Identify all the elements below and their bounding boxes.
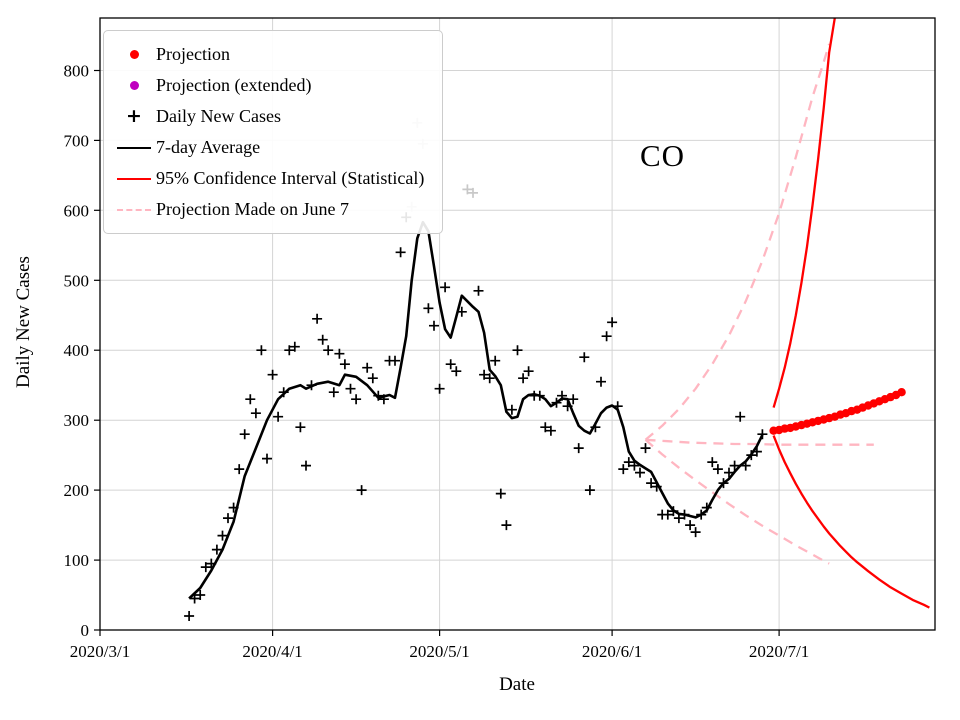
legend-marker-cell — [112, 50, 156, 59]
y-tick-label: 800 — [64, 62, 90, 81]
legend-marker-cell — [112, 146, 156, 149]
legend-marker-cell — [112, 81, 156, 90]
x-tick-label: 2020/7/1 — [749, 642, 809, 661]
series-95-confidence-interval-upper — [772, 18, 836, 408]
projection-extended-dot-marker — [129, 81, 139, 90]
legend-label-daily-new-cases: Daily New Cases — [156, 106, 281, 126]
y-tick-label: 100 — [64, 551, 90, 570]
legend-marker-cell: + — [112, 107, 156, 126]
legend-item-projection: Projection — [112, 39, 424, 70]
legend-label-projection-extended: Projection (extended) — [156, 75, 312, 95]
legend-marker-cell — [112, 208, 156, 211]
legend-item-7-day-average: 7-day Average — [112, 132, 424, 163]
y-tick-label: 0 — [81, 621, 90, 640]
legend-item-confidence-interval: 95% Confidence Interval (Statistical) — [112, 163, 424, 194]
legend-item-projection-extended: Projection (extended) — [112, 70, 424, 101]
daily-cases-plus-marker: + — [126, 105, 142, 127]
series-projection-made-on-june-7-lower-bound — [644, 438, 830, 565]
y-tick-label: 400 — [64, 341, 90, 360]
y-tick-label: 600 — [64, 201, 90, 220]
x-tick-label: 2020/3/1 — [70, 642, 130, 661]
legend-label-confidence-interval: 95% Confidence Interval (Statistical) — [156, 168, 425, 188]
legend-item-daily-new-cases: + Daily New Cases — [112, 101, 424, 132]
average-line-marker — [117, 146, 151, 149]
legend-label-projection: Projection — [156, 44, 230, 64]
x-tick-label: 2020/4/1 — [242, 642, 302, 661]
june7-dashed-line-marker — [117, 208, 151, 211]
projection-dot-marker — [129, 50, 139, 59]
y-tick-label: 200 — [64, 481, 90, 500]
state-annotation: CO — [640, 138, 686, 173]
legend-item-june7-projection: Projection Made on June 7 — [112, 194, 424, 225]
y-tick-label: 500 — [64, 271, 90, 290]
legend-label-7-day-average: 7-day Average — [156, 137, 261, 157]
plot-border — [99, 17, 936, 631]
legend-label-june7-projection: Projection Made on June 7 — [156, 199, 349, 219]
series-7-day-average — [188, 220, 764, 600]
series-projection-point — [897, 388, 906, 397]
legend-marker-cell — [112, 177, 156, 180]
confidence-interval-line-marker — [117, 177, 151, 180]
x-axis-label: Date — [499, 674, 535, 695]
y-tick-label: 700 — [64, 131, 90, 150]
y-tick-label: 300 — [64, 411, 90, 430]
x-tick-label: 2020/6/1 — [582, 642, 642, 661]
x-tick-label: 2020/5/1 — [409, 642, 469, 661]
legend: Projection Projection (extended) + Daily… — [103, 30, 444, 234]
y-axis-label: Daily New Cases — [13, 256, 34, 388]
series-95-confidence-interval-lower — [772, 435, 930, 609]
series-projection-made-on-june-7-upper-bound — [644, 43, 831, 441]
